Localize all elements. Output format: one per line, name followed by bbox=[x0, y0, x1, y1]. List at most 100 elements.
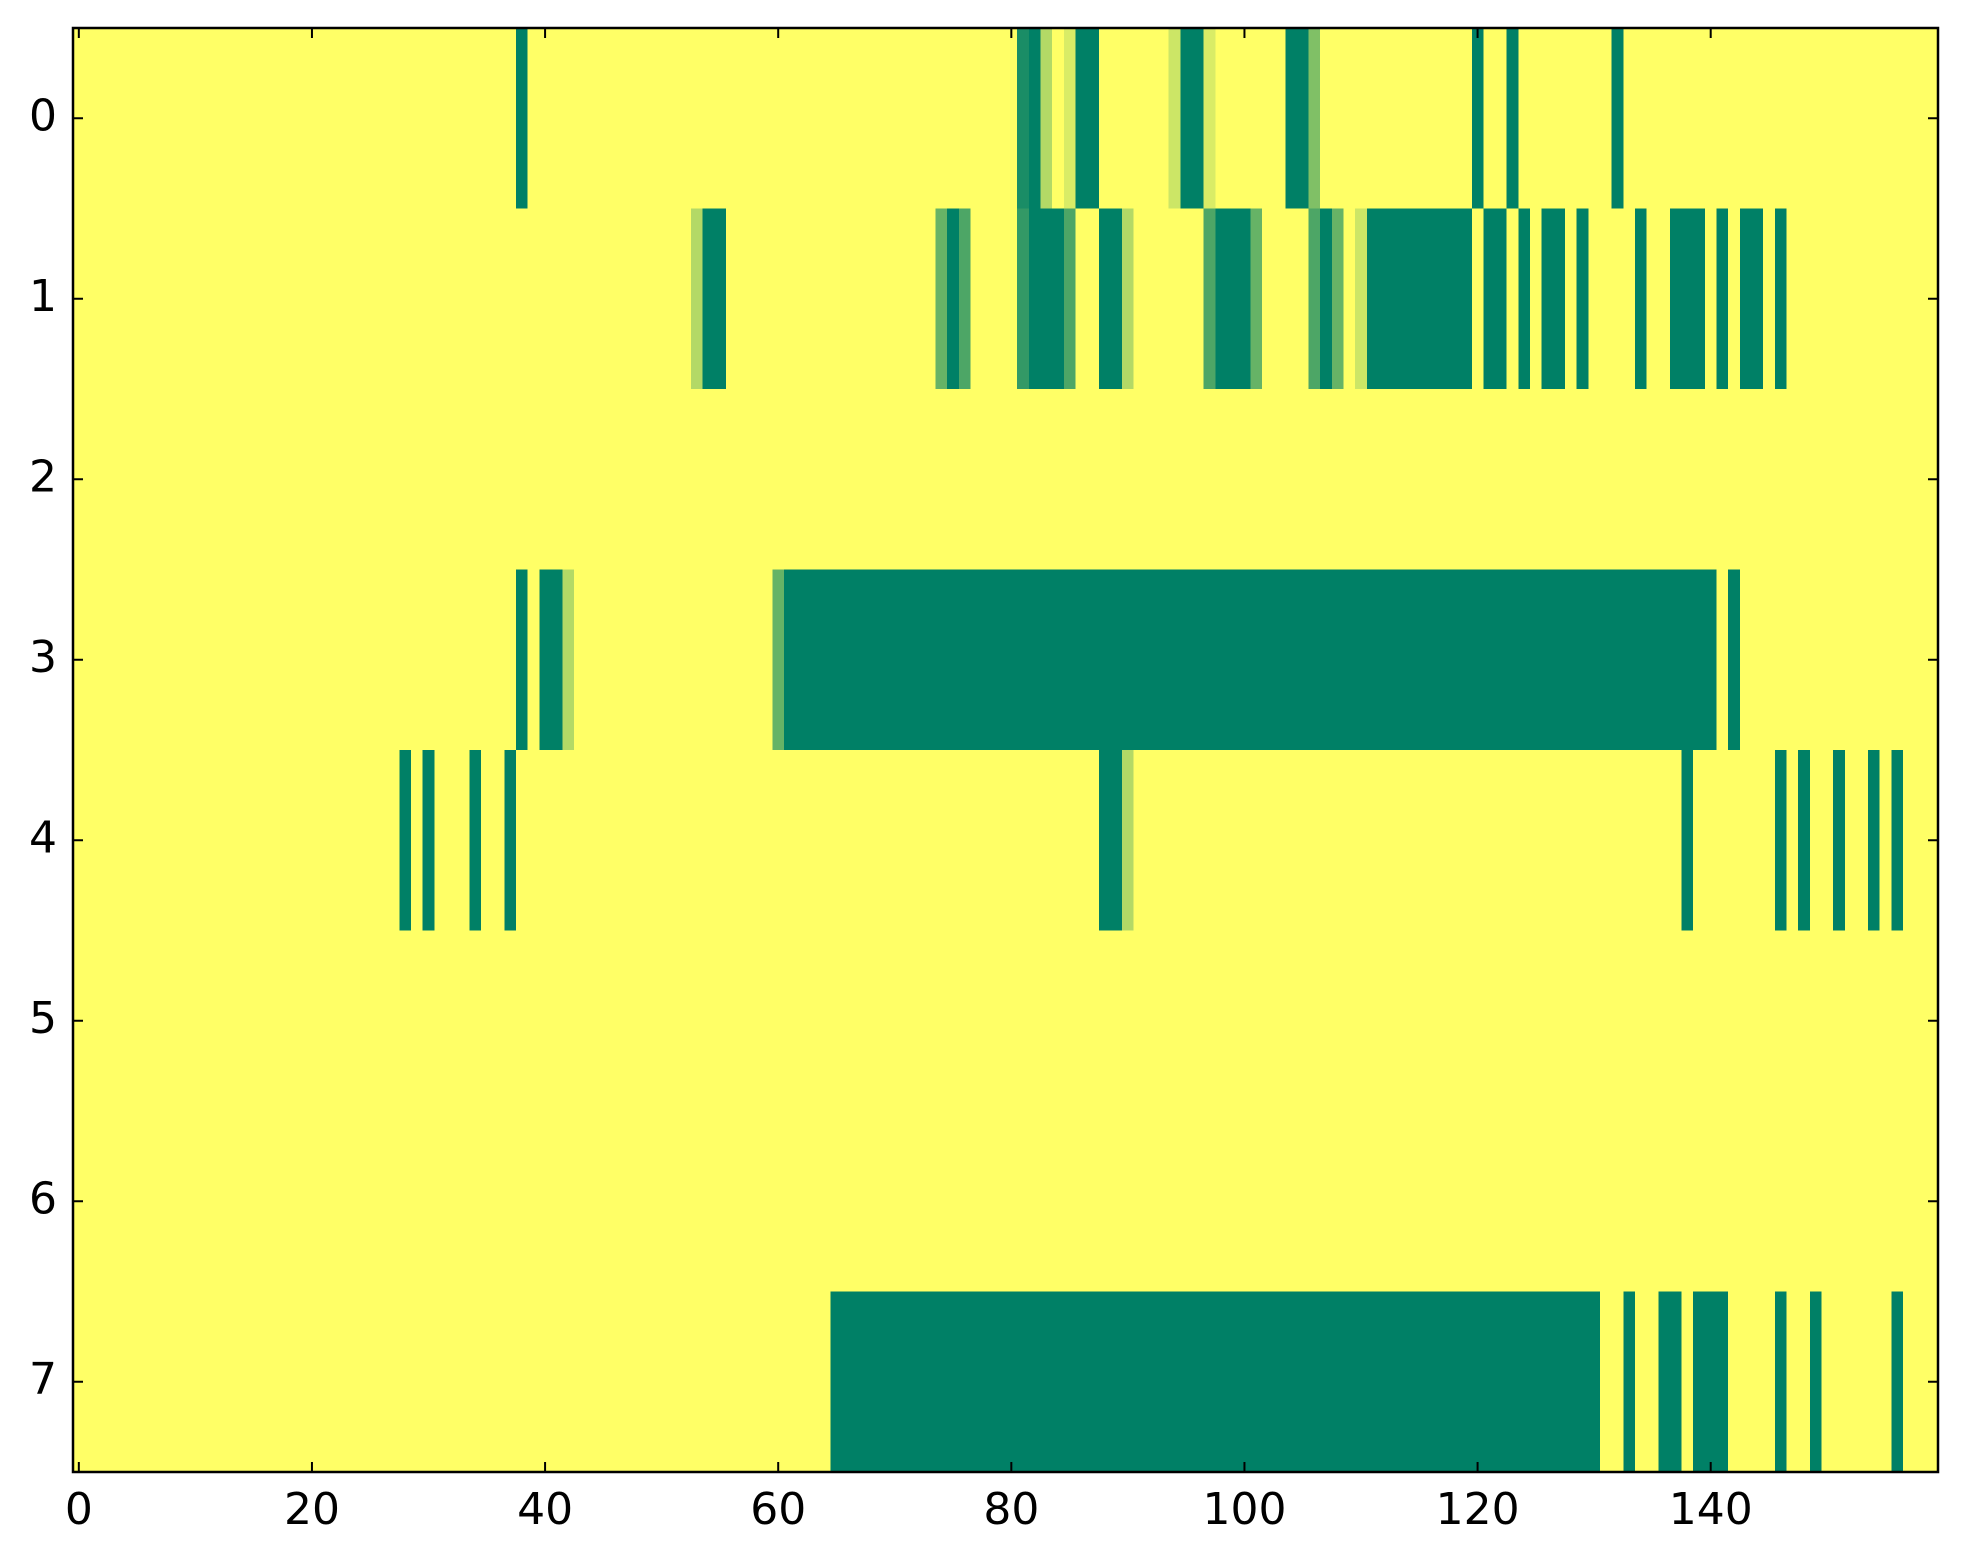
cell bbox=[888, 1291, 902, 1473]
cell bbox=[1040, 1291, 1053, 1473]
cell bbox=[1530, 1111, 1543, 1293]
cell bbox=[119, 208, 132, 390]
cell bbox=[329, 1111, 342, 1293]
cell bbox=[434, 750, 447, 932]
cell bbox=[201, 208, 214, 390]
cell bbox=[201, 1111, 214, 1293]
cell bbox=[1914, 389, 1927, 571]
cell bbox=[679, 208, 692, 390]
cell bbox=[364, 569, 377, 751]
cell bbox=[1261, 750, 1275, 932]
cell bbox=[1821, 28, 1834, 210]
cell bbox=[1891, 28, 1904, 210]
cell bbox=[236, 569, 249, 751]
cell bbox=[1180, 750, 1193, 932]
cell bbox=[1063, 930, 1077, 1112]
cell bbox=[1005, 1111, 1018, 1293]
cell bbox=[1110, 389, 1123, 571]
cell bbox=[784, 1291, 797, 1473]
cell bbox=[1634, 389, 1648, 571]
cell bbox=[993, 569, 1007, 751]
cell bbox=[1868, 208, 1881, 390]
cell bbox=[1704, 28, 1718, 210]
cell bbox=[1180, 1111, 1193, 1293]
cell bbox=[1226, 1291, 1240, 1473]
cell bbox=[539, 1291, 552, 1473]
cell bbox=[376, 750, 389, 932]
cell bbox=[1448, 569, 1461, 751]
cell bbox=[1168, 750, 1181, 932]
cell bbox=[1285, 750, 1298, 932]
cell bbox=[1226, 750, 1240, 932]
cell bbox=[585, 930, 599, 1112]
cell bbox=[725, 1111, 739, 1293]
cell bbox=[1355, 1291, 1368, 1473]
cell bbox=[1903, 930, 1916, 1112]
cell bbox=[1436, 1291, 1450, 1473]
cell bbox=[480, 1111, 494, 1293]
cell bbox=[1017, 208, 1030, 390]
cell bbox=[189, 389, 202, 571]
cell bbox=[1903, 1111, 1916, 1293]
cell bbox=[399, 569, 412, 751]
cell bbox=[480, 389, 494, 571]
cell bbox=[679, 750, 692, 932]
cell bbox=[1133, 1111, 1146, 1293]
cell bbox=[294, 750, 307, 932]
cell bbox=[714, 1111, 727, 1293]
cell bbox=[865, 750, 878, 932]
cell bbox=[912, 1291, 925, 1473]
cell bbox=[1203, 208, 1216, 390]
cell bbox=[702, 750, 715, 932]
cell bbox=[1868, 930, 1881, 1112]
cell bbox=[1052, 930, 1065, 1112]
cell bbox=[259, 389, 272, 571]
cell bbox=[865, 930, 878, 1112]
cell bbox=[1693, 1291, 1706, 1473]
cell bbox=[655, 1111, 669, 1293]
cell bbox=[667, 389, 680, 571]
cell bbox=[527, 569, 540, 751]
cell bbox=[655, 930, 669, 1112]
cell bbox=[947, 750, 960, 932]
cell bbox=[609, 1291, 622, 1473]
cell bbox=[1110, 750, 1123, 932]
cell bbox=[96, 208, 109, 390]
cell bbox=[1226, 28, 1240, 210]
cell bbox=[877, 750, 890, 932]
cell bbox=[224, 1111, 237, 1293]
cell bbox=[1844, 1111, 1858, 1293]
cell bbox=[1168, 389, 1181, 571]
cell bbox=[958, 389, 972, 571]
cell bbox=[1238, 750, 1251, 932]
cell bbox=[958, 930, 972, 1112]
cell bbox=[574, 930, 587, 1112]
cell bbox=[1693, 569, 1706, 751]
cell bbox=[1203, 389, 1216, 571]
cell bbox=[1261, 389, 1275, 571]
cell bbox=[935, 1291, 948, 1473]
cell bbox=[877, 1111, 890, 1293]
cell bbox=[1693, 208, 1706, 390]
cell bbox=[1460, 930, 1473, 1112]
cell bbox=[1891, 569, 1904, 751]
cell bbox=[247, 389, 261, 571]
cell bbox=[795, 569, 808, 751]
cell bbox=[585, 389, 599, 571]
cell bbox=[201, 389, 214, 571]
cell bbox=[1261, 1291, 1275, 1473]
cell bbox=[667, 569, 680, 751]
cell bbox=[1798, 1291, 1811, 1473]
cell bbox=[1425, 28, 1438, 210]
cell bbox=[632, 569, 645, 751]
cell bbox=[888, 750, 902, 932]
cell bbox=[1506, 389, 1519, 571]
cell bbox=[1192, 389, 1205, 571]
cell bbox=[119, 28, 132, 210]
cell bbox=[317, 1111, 331, 1293]
cell bbox=[1879, 930, 1892, 1112]
cell bbox=[993, 930, 1007, 1112]
cell bbox=[411, 28, 424, 210]
cell bbox=[609, 28, 622, 210]
cell bbox=[679, 1111, 692, 1293]
